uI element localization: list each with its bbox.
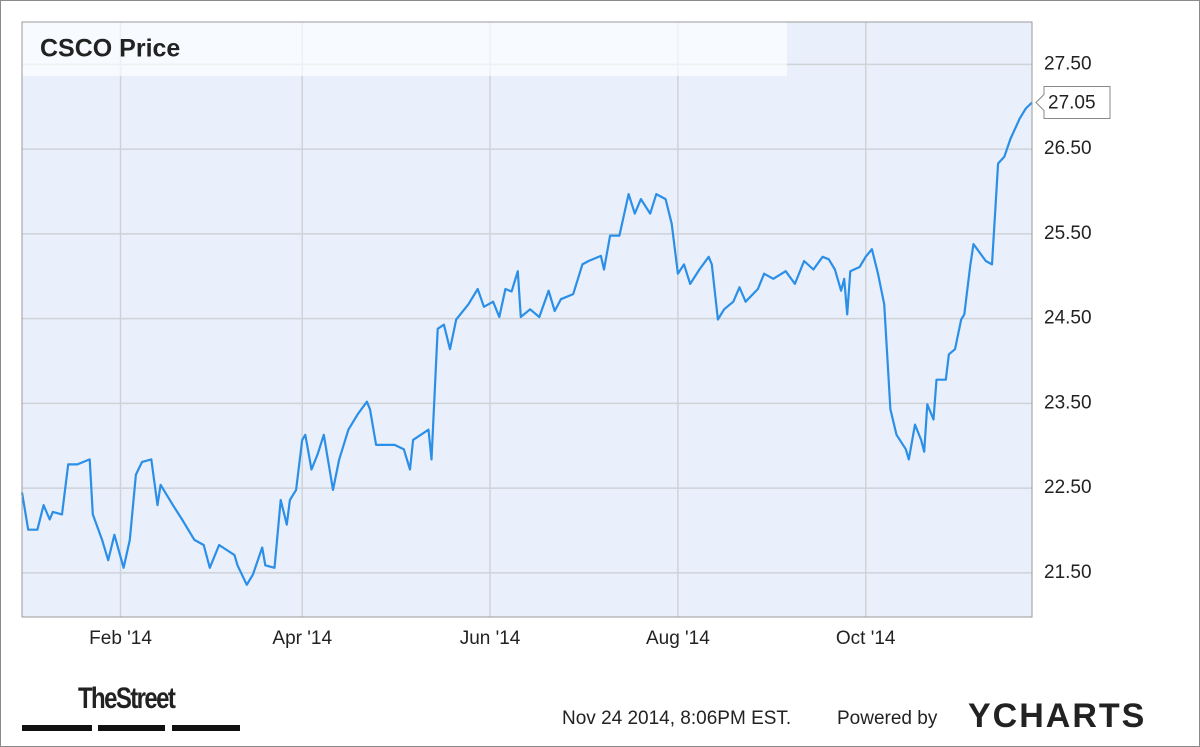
- y-tick-label: 24.50: [1044, 308, 1092, 329]
- y-tick-label: 27.50: [1044, 53, 1092, 74]
- timestamp: Nov 24 2014, 8:06PM EST.: [562, 708, 791, 729]
- powered-by: Powered by: [837, 708, 938, 729]
- y-tick-label: 23.50: [1044, 392, 1092, 413]
- plot-border: [21, 21, 1033, 618]
- title-box: [22, 22, 787, 76]
- y-tick-label: 25.50: [1044, 223, 1092, 244]
- y-tick-label: 22.50: [1044, 477, 1092, 498]
- last-value-label: 27.05: [1048, 93, 1096, 114]
- logo-bar: [22, 725, 92, 731]
- x-tick-label: Jun '14: [460, 628, 521, 649]
- plot-area: [22, 22, 1032, 617]
- chart-title: CSCO Price: [40, 35, 180, 63]
- source-logo: TheStreet: [78, 680, 176, 714]
- brand: YCHARTS: [968, 697, 1146, 735]
- logo-bar: [98, 725, 165, 731]
- price-line: [20, 101, 1033, 586]
- x-tick-label: Aug '14: [646, 628, 710, 649]
- grid: [22, 22, 1032, 617]
- x-tick-label: Apr '14: [272, 628, 332, 649]
- y-tick-label: 21.50: [1044, 562, 1092, 583]
- x-tick-label: Oct '14: [836, 628, 896, 649]
- y-tick-label: 26.50: [1044, 138, 1092, 159]
- marks: [20, 101, 1033, 586]
- last-value-callout: [1035, 86, 1111, 120]
- x-tick-label: Feb '14: [89, 628, 152, 649]
- logo-bar: [172, 725, 240, 731]
